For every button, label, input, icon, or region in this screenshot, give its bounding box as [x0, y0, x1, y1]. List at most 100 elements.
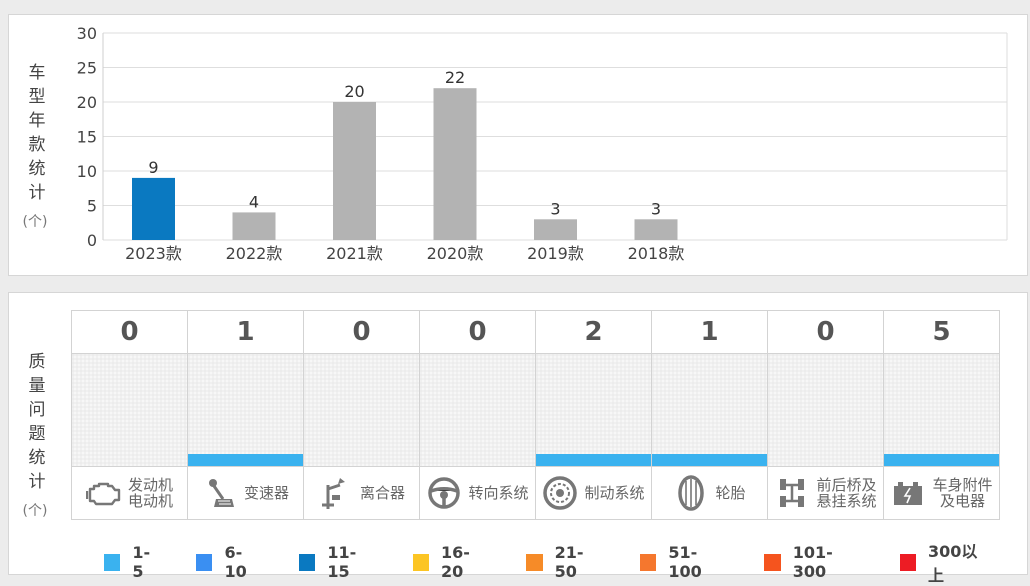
label-line: 车身附件 — [932, 476, 993, 494]
data-label: 4 — [249, 192, 259, 211]
quality-ylabel: 质量问题统计 — [22, 350, 52, 494]
y-tick-label: 30 — [77, 24, 97, 43]
label-line: 离合器 — [359, 484, 405, 502]
issue-category[interactable]: 离合器 — [303, 466, 420, 520]
legend-swatch — [526, 553, 543, 571]
data-label: 22 — [445, 68, 465, 87]
legend-label: 1-5 — [132, 543, 151, 581]
legend-label: 101-300 — [792, 543, 833, 581]
chart-ylabel: 车型年款统计 — [22, 61, 52, 205]
y-tick-label: 15 — [77, 128, 97, 147]
model-year-bar-chart: 0 5 10 15 20 25 30 9 2023款 4 2022款 20 2021款 22 2020款 3 2… — [77, 24, 1008, 263]
label-line: 制动系统 — [584, 484, 645, 502]
issue-count: 5 — [883, 310, 1000, 354]
legend-label: 21-50 — [554, 543, 584, 581]
issue-count: 0 — [419, 310, 536, 354]
data-label: 3 — [550, 199, 560, 218]
legend-item: 21-50 — [526, 538, 604, 586]
battery-icon — [890, 475, 926, 511]
legend-item: 11-15 — [298, 538, 377, 586]
gear-shift-icon — [202, 475, 238, 511]
legend: 1-5 6-10 11-15 16-20 21-50 51-100 101-300 300以上 — [104, 538, 1027, 586]
y-tick-label: 10 — [77, 162, 97, 181]
tire-icon — [673, 475, 709, 511]
legend-swatch — [298, 553, 316, 571]
issue-count: 2 — [535, 310, 652, 354]
label-line: 变速器 — [243, 484, 289, 502]
quality-ylabel-char: 质 — [28, 352, 46, 372]
y-tick-label: 5 — [87, 197, 97, 216]
issue-category-label: 转向系统 — [468, 485, 528, 501]
issue-count: 1 — [651, 310, 768, 354]
legend-swatch — [196, 553, 213, 571]
chart-ylabel-char: 款 — [28, 135, 46, 155]
clutch-pedal-icon — [318, 475, 354, 511]
chart-yunit: (个) — [22, 214, 48, 230]
legend-swatch — [639, 553, 657, 571]
issue-category[interactable]: 制动系统 — [535, 466, 652, 520]
y-tick-label: 0 — [87, 231, 97, 250]
label-line: 转向系统 — [468, 484, 529, 502]
issue-category-label: 轮胎 — [715, 485, 745, 501]
legend-swatch — [764, 553, 781, 571]
legend-label: 51-100 — [668, 543, 702, 581]
quality-ylabel-char: 量 — [28, 376, 46, 396]
issue-category-label: 离合器 — [360, 485, 405, 501]
issue-bar — [188, 454, 303, 466]
bar — [333, 102, 376, 240]
issue-category-label: 车身附件 及电器 — [932, 477, 992, 509]
issue-category[interactable]: 轮胎 — [651, 466, 768, 520]
label-line: 前后桥及 — [816, 476, 877, 494]
legend-item: 6-10 — [196, 538, 263, 586]
brake-disc-icon — [542, 475, 578, 511]
issue-category[interactable]: 车身附件 及电器 — [883, 466, 1000, 520]
x-tick-label: 2022款 — [226, 244, 283, 263]
issue-category-label: 变速器 — [244, 485, 289, 501]
x-tick-label: 2019款 — [527, 244, 584, 263]
issue-bar — [884, 454, 999, 466]
quality-ylabel-char: 统 — [28, 448, 46, 468]
model-year-chart-panel: 车型年款统计 (个) 0 5 10 15 20 25 30 9 2023款 4 2022款 20 202… — [8, 14, 1028, 276]
bar — [232, 212, 276, 240]
quality-ylabel-char: 问 — [28, 400, 46, 420]
label-line: 及电器 — [939, 492, 985, 510]
issue-category[interactable]: 转向系统 — [419, 466, 536, 520]
issue-category[interactable]: 发动机 电动机 — [71, 466, 188, 520]
issue-category-label: 前后桥及 悬挂系统 — [816, 477, 876, 509]
issue-bar — [536, 454, 651, 466]
steering-wheel-icon — [426, 475, 462, 511]
legend-label: 16-20 — [440, 543, 470, 581]
issue-bar — [652, 454, 767, 466]
issue-bar-cell — [187, 353, 304, 467]
issue-count: 0 — [767, 310, 884, 354]
bar — [132, 177, 175, 240]
issue-category-label: 制动系统 — [584, 485, 644, 501]
axle-suspension-icon — [774, 475, 810, 511]
issue-bar-cell — [767, 353, 884, 467]
chart-ylabel-char: 车 — [28, 63, 46, 83]
chart-ylabel-char: 年 — [28, 111, 46, 131]
legend-swatch — [104, 553, 121, 571]
bar — [634, 219, 678, 240]
data-label: 20 — [344, 82, 364, 101]
legend-label: 11-15 — [327, 543, 357, 581]
issue-category[interactable]: 前后桥及 悬挂系统 — [767, 466, 884, 520]
y-tick-label: 20 — [77, 93, 97, 112]
y-tick-label: 25 — [77, 59, 97, 78]
issue-bar-cell — [535, 353, 652, 467]
issue-category-label: 发动机 电动机 — [128, 477, 173, 509]
legend-swatch — [899, 553, 916, 571]
x-tick-label: 2020款 — [427, 244, 484, 263]
legend-item: 101-300 — [764, 538, 863, 586]
chart-ylabel-char: 统 — [28, 159, 46, 179]
bar — [534, 219, 577, 240]
quality-ylabel-char: 计 — [28, 472, 46, 492]
issue-category[interactable]: 变速器 — [187, 466, 304, 520]
x-tick-label: 2023款 — [125, 244, 182, 263]
issue-bar-cell — [883, 353, 1000, 467]
legend-item: 51-100 — [639, 538, 728, 586]
issue-bar-cell — [651, 353, 768, 467]
legend-item: 1-5 — [104, 538, 160, 586]
